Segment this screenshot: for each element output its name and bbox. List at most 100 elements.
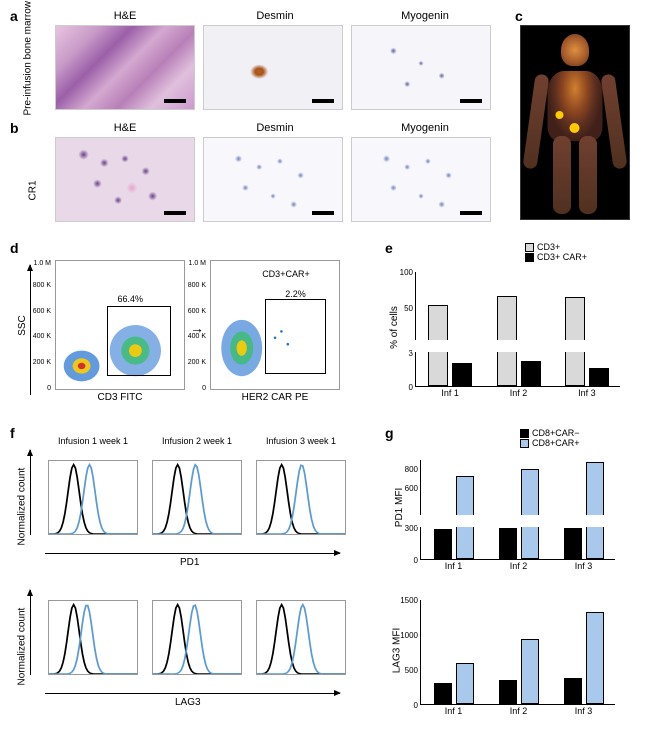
scale-bar [164, 211, 186, 215]
myogenin-cr1-image [351, 137, 491, 222]
ytick: 0 [31, 385, 51, 392]
pet-arm [600, 73, 627, 169]
legend-label: CD8+CAR+ [532, 438, 580, 448]
gate-car-pct: 2.2% [285, 289, 306, 299]
pet-arm [522, 73, 549, 169]
bar [434, 683, 452, 704]
panel-b-images [55, 137, 491, 222]
f-yarrow-1 [30, 450, 31, 535]
legend-item: CD8+CAR− [520, 428, 580, 438]
histogram: Infusion 1 week 1 [48, 460, 138, 535]
bar [434, 529, 452, 559]
ytick: 200 K [31, 359, 51, 366]
col-myogenin-a: Myogenin [355, 10, 495, 22]
legend-label: CD3+ CAR+ [537, 252, 587, 262]
he-pre-image [55, 25, 195, 110]
legend-swatch [525, 253, 534, 262]
flow-yticks: 0 200 K 400 K 600 K 800 K 1.0 M [31, 261, 51, 389]
car-xlabel: HER2 CAR PE [211, 392, 339, 403]
legend-item: CD3+ [525, 242, 587, 252]
ytick: 800 K [186, 282, 206, 289]
legend-swatch [520, 439, 529, 448]
panel-b-label: b [10, 120, 19, 136]
g-pd1-ylabel: PD1 MFI [394, 488, 405, 527]
legend-g: CD8+CAR− CD8+CAR+ [520, 428, 580, 448]
pet-scan-image [520, 25, 630, 220]
col-he-b: H&E [55, 122, 195, 134]
barchart-g-lag3: LAG3 MFI 050010001500Inf 1Inf 2Inf 3 [420, 600, 615, 705]
histogram [48, 600, 138, 675]
ssc-axis-label: SSC [17, 315, 28, 336]
flow-plot-car: 0 200 K 400 K 600 K 800 K 1.0 M 2.2% CD3… [210, 260, 340, 390]
pet-torso [548, 71, 603, 141]
col-desmin-a: Desmin [205, 10, 345, 22]
myogenin-pre-image [351, 25, 491, 110]
scale-bar [312, 211, 334, 215]
bar [589, 368, 609, 386]
panel-e-label: e [385, 240, 393, 256]
ytick: 400 K [186, 333, 206, 340]
car-pop-label: CD3+CAR+ [262, 269, 310, 279]
scale-bar [460, 99, 482, 103]
bar [564, 678, 582, 704]
pet-leg [553, 136, 571, 214]
pet-hotspot [556, 111, 564, 119]
barchart-g-pd1: PD1 MFI 6008000300Inf 1Inf 2Inf 3 [420, 460, 615, 560]
panel-g-label: g [385, 425, 394, 441]
panel-d-label: d [10, 240, 19, 256]
f-yarrow-2 [30, 590, 31, 675]
legend-item: CD8+CAR+ [520, 438, 580, 448]
col-he-a: H&E [55, 10, 195, 22]
bar [521, 361, 541, 386]
ytick: 400 K [31, 333, 51, 340]
desmin-pre-image [203, 25, 343, 110]
barchart-e: % of cells 5010003Inf 1Inf 2Inf 3 [415, 272, 620, 387]
legend-swatch [525, 243, 534, 252]
gate-cd3-pct: 66.4% [117, 294, 143, 304]
bar [499, 680, 517, 705]
ytick: 600 K [186, 308, 206, 315]
histo-title: Infusion 3 week 1 [257, 437, 345, 447]
panel-c-label: c [515, 8, 523, 24]
bar [521, 639, 539, 704]
ytick: 600 K [31, 308, 51, 315]
histo-title: Infusion 2 week 1 [153, 437, 241, 447]
bar [586, 612, 604, 704]
legend-label: CD3+ [537, 242, 560, 252]
pet-head [561, 34, 589, 66]
bar [452, 363, 472, 386]
panel-f-label: f [10, 425, 15, 441]
desmin-cr1-image [203, 137, 343, 222]
histogram [152, 600, 242, 675]
f-ylabel-1: Normalized count [17, 446, 28, 546]
legend-swatch [520, 429, 529, 438]
legend-label: CD8+CAR− [532, 428, 580, 438]
pet-hotspot [570, 123, 580, 133]
flow-yticks: 0 200 K 400 K 600 K 800 K 1.0 M [186, 261, 206, 389]
bar [499, 528, 517, 559]
f-xarrow-1 [45, 553, 340, 554]
flow-plot-cd3: 0 200 K 400 K 600 K 800 K 1.0 M 66.4% CD… [55, 260, 185, 390]
f-xarrow-2 [45, 693, 340, 694]
g-lag3-area: 050010001500Inf 1Inf 2Inf 3 [420, 600, 615, 705]
ytick: 1.0 M [186, 260, 206, 267]
panel-a-side-label: Pre-infusion bone marrow [23, 16, 34, 116]
scale-bar [164, 99, 186, 103]
histogram [256, 600, 346, 675]
col-desmin-b: Desmin [205, 122, 345, 134]
bar [586, 462, 604, 559]
bar [456, 663, 474, 704]
histo-title: Infusion 1 week 1 [49, 437, 137, 447]
bar [564, 528, 582, 559]
he-cr1-image [55, 137, 195, 222]
pet-leg [579, 136, 597, 214]
ytick: 0 [186, 385, 206, 392]
e-plot-area: 5010003Inf 1Inf 2Inf 3 [415, 272, 620, 387]
f-ylabel-2: Normalized count [17, 586, 28, 686]
histogram: Infusion 3 week 1 [256, 460, 346, 535]
f-xlabel-1: PD1 [180, 557, 199, 568]
gate-car [265, 299, 326, 373]
e-ylabel: % of cells [389, 306, 400, 349]
scale-bar [460, 211, 482, 215]
f-xlabel-2: LAG3 [175, 697, 201, 708]
